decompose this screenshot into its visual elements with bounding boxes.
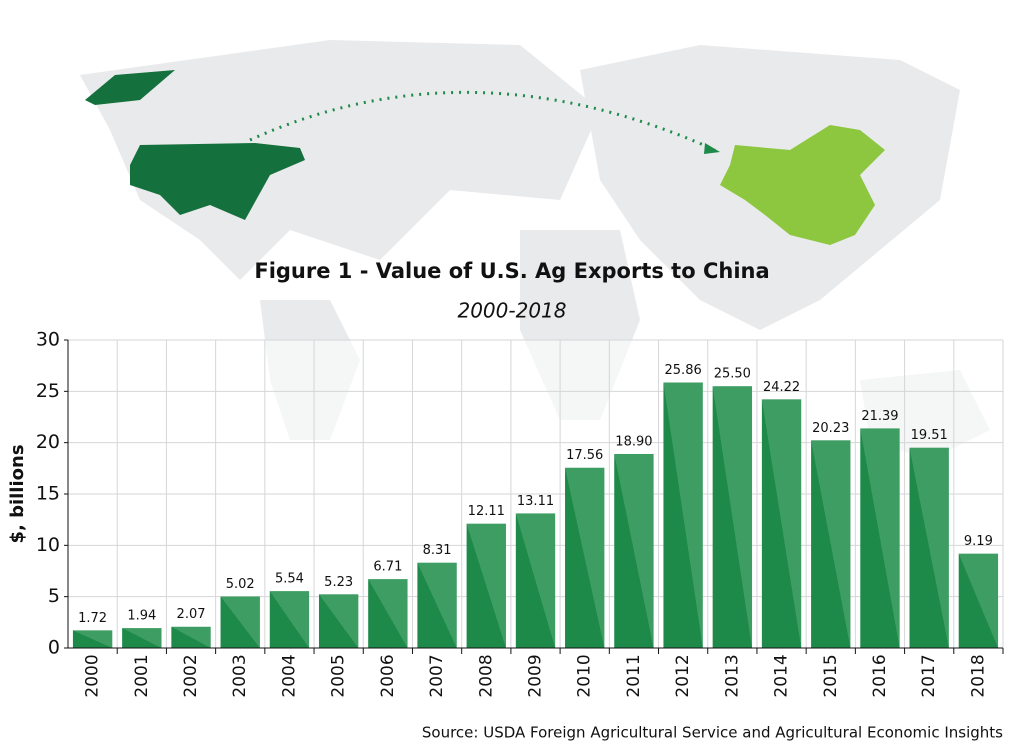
data-label: 19.51 xyxy=(911,428,948,443)
x-tick-label: 2010 xyxy=(575,654,595,697)
bar xyxy=(860,428,900,648)
trade-arrow xyxy=(249,90,716,152)
bar xyxy=(122,628,162,648)
bar xyxy=(614,453,654,648)
x-tick-label: 2008 xyxy=(476,654,496,697)
data-label: 18.90 xyxy=(615,434,652,449)
x-tick-label: 2014 xyxy=(772,654,792,697)
x-tick-label: 2018 xyxy=(968,654,988,697)
data-label: 5.54 xyxy=(275,572,304,587)
bar xyxy=(368,579,408,648)
data-label: 25.50 xyxy=(714,367,751,382)
y-tick-label: 10 xyxy=(36,534,60,556)
data-label: 5.23 xyxy=(324,575,353,590)
x-tick-label: 2016 xyxy=(870,654,890,697)
data-label: 1.72 xyxy=(78,611,107,626)
bar xyxy=(220,596,260,648)
source-note: Source: USDA Foreign Agricultural Servic… xyxy=(422,724,1003,742)
y-tick-label: 15 xyxy=(36,483,60,505)
usa-shape xyxy=(85,70,305,220)
bar xyxy=(515,513,556,648)
bar xyxy=(811,440,851,648)
bar xyxy=(712,386,753,648)
data-label: 2.07 xyxy=(177,607,206,622)
x-tick-label: 2006 xyxy=(378,654,398,697)
x-tick-label: 2001 xyxy=(132,654,152,697)
bar xyxy=(663,382,703,648)
data-label: 20.23 xyxy=(812,421,849,436)
x-tick-label: 2013 xyxy=(722,654,742,697)
x-tick-label: 2002 xyxy=(181,654,201,697)
bar xyxy=(761,399,802,648)
bar xyxy=(171,626,211,648)
y-axis-label: $, billions xyxy=(7,444,28,543)
data-label: 25.86 xyxy=(665,363,702,378)
trade-arrowhead xyxy=(704,143,720,154)
x-tick-label: 2011 xyxy=(624,654,644,697)
x-tick-label: 2009 xyxy=(526,654,546,697)
data-label: 24.22 xyxy=(763,380,800,395)
x-tick-label: 2003 xyxy=(230,654,250,697)
bar xyxy=(318,594,359,648)
data-label: 5.02 xyxy=(226,577,255,592)
bar xyxy=(958,553,999,648)
bar xyxy=(466,523,506,648)
data-label: 8.31 xyxy=(423,543,452,558)
y-tick-label: 20 xyxy=(36,431,60,453)
bar xyxy=(909,447,949,648)
data-label: 1.94 xyxy=(127,609,156,624)
bar xyxy=(565,467,605,648)
x-tick-label: 2012 xyxy=(673,654,693,697)
china-shape xyxy=(720,125,885,245)
world-map xyxy=(80,40,990,460)
x-tick-label: 2007 xyxy=(427,654,447,697)
data-label: 12.11 xyxy=(468,504,505,519)
y-tick-label: 30 xyxy=(36,329,60,351)
data-label: 6.71 xyxy=(373,560,402,575)
y-tick-label: 5 xyxy=(48,585,60,607)
x-tick-label: 2005 xyxy=(329,654,349,697)
bar xyxy=(72,630,113,648)
data-label: 21.39 xyxy=(861,409,898,424)
y-tick-label: 25 xyxy=(36,380,60,402)
x-tick-label: 2004 xyxy=(279,654,299,697)
y-tick-label: 0 xyxy=(48,637,60,659)
x-tick-label: 2000 xyxy=(83,654,103,697)
x-tick-label: 2017 xyxy=(919,654,939,697)
data-label: 17.56 xyxy=(566,448,603,463)
data-label: 13.11 xyxy=(517,494,554,509)
chart-title: Figure 1 - Value of U.S. Ag Exports to C… xyxy=(254,259,769,283)
bar xyxy=(417,562,457,648)
chart-subtitle: 2000-2018 xyxy=(457,299,566,323)
bar xyxy=(269,591,310,648)
x-tick-label: 2015 xyxy=(821,654,841,697)
data-label: 9.19 xyxy=(964,534,993,549)
